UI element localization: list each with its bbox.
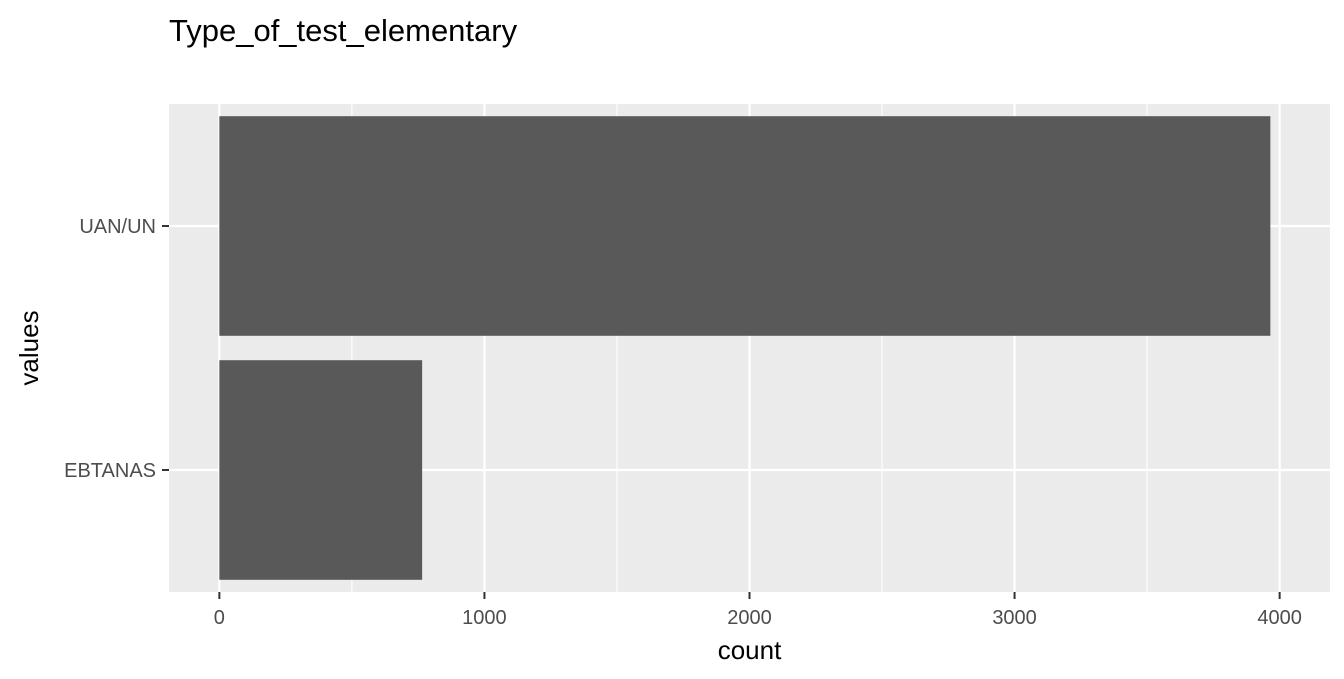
y-tick-label: EBTANAS (64, 460, 156, 482)
y-axis: UAN/UN EBTANAS (64, 216, 169, 482)
x-tick-label: 0 (214, 607, 225, 629)
x-tick-label: 1000 (462, 607, 507, 629)
x-tick-label: 3000 (992, 607, 1037, 629)
x-axis-title: count (718, 635, 782, 665)
bars (219, 116, 1271, 580)
x-axis: 0 1000 2000 3000 4000 (214, 592, 1302, 629)
bar-uan-un (219, 116, 1271, 336)
y-tick-label: UAN/UN (79, 216, 156, 238)
x-tick-label: 2000 (727, 607, 772, 629)
bar-ebtanas (219, 360, 423, 580)
chart-title: Type_of_test_elementary (169, 13, 518, 48)
x-tick-label: 4000 (1257, 607, 1302, 629)
y-axis-title: values (14, 310, 44, 385)
